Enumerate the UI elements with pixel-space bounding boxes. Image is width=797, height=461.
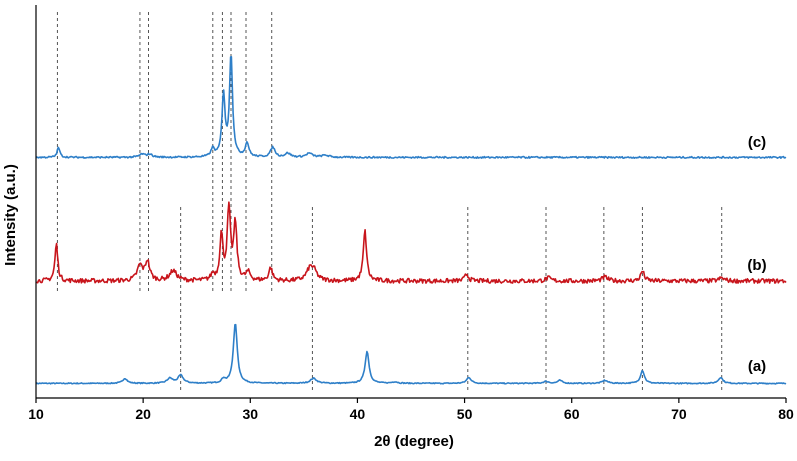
x-tick-label: 30 bbox=[242, 406, 258, 422]
x-ticks: 10 20 30 40 50 60 70 80 bbox=[28, 398, 794, 422]
series-label-0: (a) bbox=[748, 358, 766, 375]
y-axis-title: Intensity (a.u.) bbox=[2, 164, 19, 266]
series-line-1 bbox=[35, 201, 787, 284]
x-tick-label: 10 bbox=[28, 406, 44, 422]
series-line-0 bbox=[35, 323, 787, 385]
series-line-2 bbox=[35, 56, 787, 159]
series-labels: (a) (b) (c) bbox=[747, 134, 766, 375]
series-label-2: (c) bbox=[748, 134, 766, 151]
reference-lines bbox=[56, 12, 723, 392]
axes bbox=[35, 5, 786, 399]
x-tick-label: 70 bbox=[671, 406, 687, 422]
x-tick-label: 20 bbox=[135, 406, 151, 422]
x-axis-title: 2θ (degree) bbox=[374, 433, 454, 450]
series-label-1: (b) bbox=[747, 257, 766, 274]
x-tick-label: 80 bbox=[778, 406, 794, 422]
x-tick-label: 60 bbox=[564, 406, 580, 422]
x-tick-label: 50 bbox=[457, 406, 473, 422]
x-tick-label: 40 bbox=[350, 406, 366, 422]
series-group bbox=[35, 56, 787, 385]
